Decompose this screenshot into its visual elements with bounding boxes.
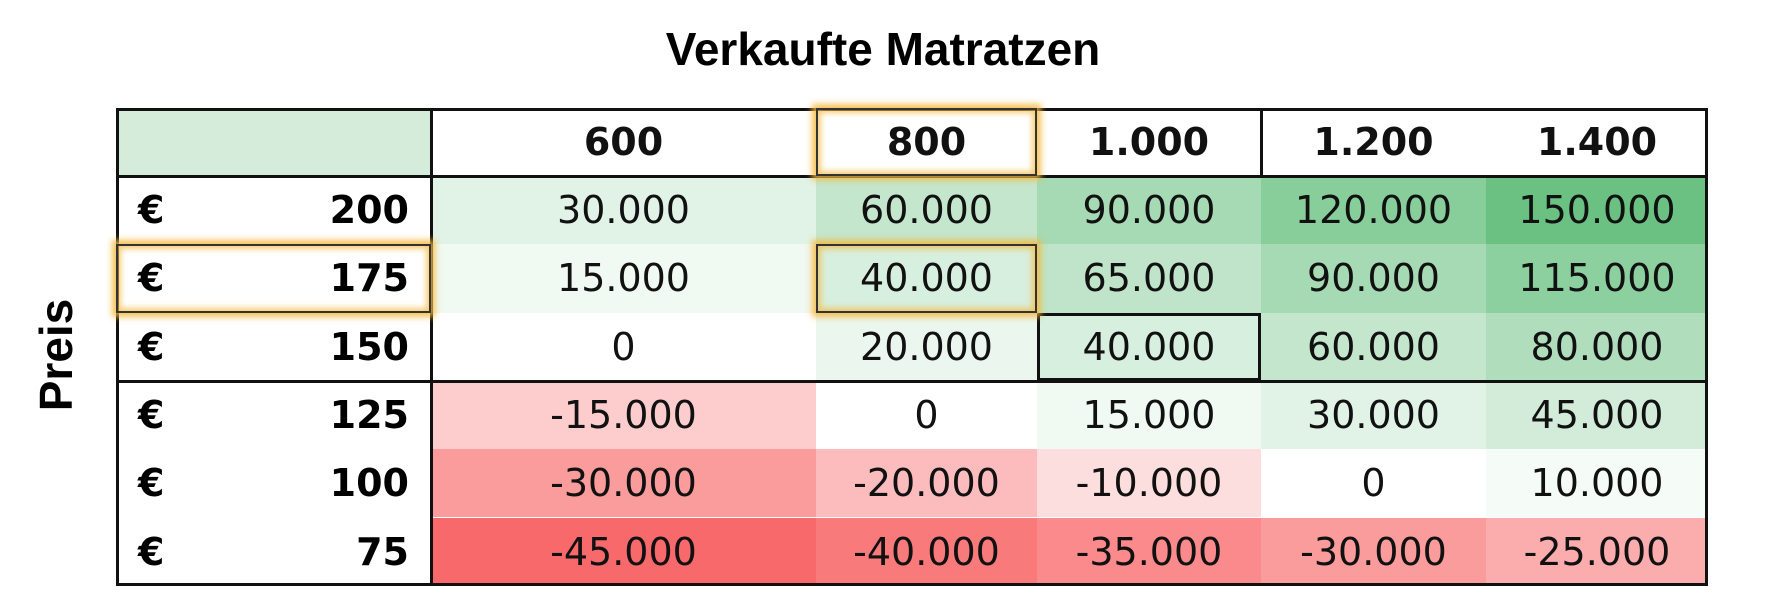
currency-symbol: € [138, 529, 165, 574]
column-header: 1.400 [1486, 108, 1708, 176]
value-cell: 80.000 [1486, 312, 1708, 381]
value-cell: 40.000 [1037, 312, 1261, 381]
value-cell: 60.000 [1261, 312, 1486, 381]
column-header: 600 [431, 108, 816, 176]
price: 75 [356, 529, 409, 574]
value-cell: 30.000 [1261, 380, 1486, 450]
row-label: €175 [116, 244, 431, 313]
value-cell: 90.000 [1037, 176, 1261, 245]
column-header: 800 [816, 108, 1037, 176]
value-cell: -15.000 [431, 380, 816, 450]
value-cell: -40.000 [816, 517, 1037, 586]
highlight [816, 244, 1037, 313]
header-divider [116, 175, 1708, 178]
row-label: €150 [116, 312, 431, 381]
row-label: €75 [116, 517, 431, 586]
value-cell: 60.000 [816, 176, 1037, 245]
value-cell: 115.000 [1486, 244, 1708, 313]
price: 175 [329, 256, 409, 301]
value-cell: 45.000 [1486, 380, 1708, 450]
value-cell: -10.000 [1037, 449, 1261, 518]
price: 100 [329, 461, 409, 506]
column-header: 1.000 [1037, 108, 1261, 176]
value-cell: 120.000 [1261, 176, 1486, 245]
value-cell: -20.000 [816, 449, 1037, 518]
highlight [816, 108, 1037, 176]
currency-symbol: € [138, 393, 165, 438]
table-border [116, 108, 1708, 586]
price: 150 [329, 324, 409, 369]
currency-symbol: € [138, 188, 165, 233]
header-separator [1260, 108, 1263, 176]
value-cell: 0 [1261, 449, 1486, 518]
title: Verkaufte Matratzen [665, 23, 1101, 75]
value-cell: 90.000 [1261, 244, 1486, 313]
currency-symbol: € [138, 461, 165, 506]
row-label: €125 [116, 380, 431, 450]
value-cell: 0 [431, 312, 816, 381]
value-cell: 65.000 [1037, 244, 1261, 313]
value-cell: 40.000 [816, 244, 1037, 313]
price: 125 [329, 393, 409, 438]
label-divider [430, 108, 433, 586]
currency-symbol: € [138, 324, 165, 369]
value-cell: -30.000 [431, 449, 816, 518]
value-cell: 10.000 [1486, 449, 1708, 518]
value-cell: -45.000 [431, 517, 816, 586]
value-cell: -25.000 [1486, 517, 1708, 586]
value-cell: 15.000 [1037, 380, 1261, 450]
header-corner [116, 108, 431, 176]
row-divider [116, 379, 1708, 383]
value-cell: 15.000 [431, 244, 816, 313]
cell-outline [1037, 312, 1261, 381]
value-cell: 30.000 [431, 176, 816, 245]
currency-symbol: € [138, 256, 165, 301]
price: 200 [329, 188, 409, 233]
highlight [116, 244, 431, 313]
column-header: 1.200 [1261, 108, 1486, 176]
value-cell: -30.000 [1261, 517, 1486, 586]
row-axis-label: Preis [30, 298, 82, 412]
row-label: €100 [116, 449, 431, 518]
value-cell: -35.000 [1037, 517, 1261, 586]
value-cell: 20.000 [816, 312, 1037, 381]
value-cell: 0 [816, 380, 1037, 450]
value-cell: 150.000 [1486, 176, 1708, 245]
row-label: €200 [116, 176, 431, 245]
